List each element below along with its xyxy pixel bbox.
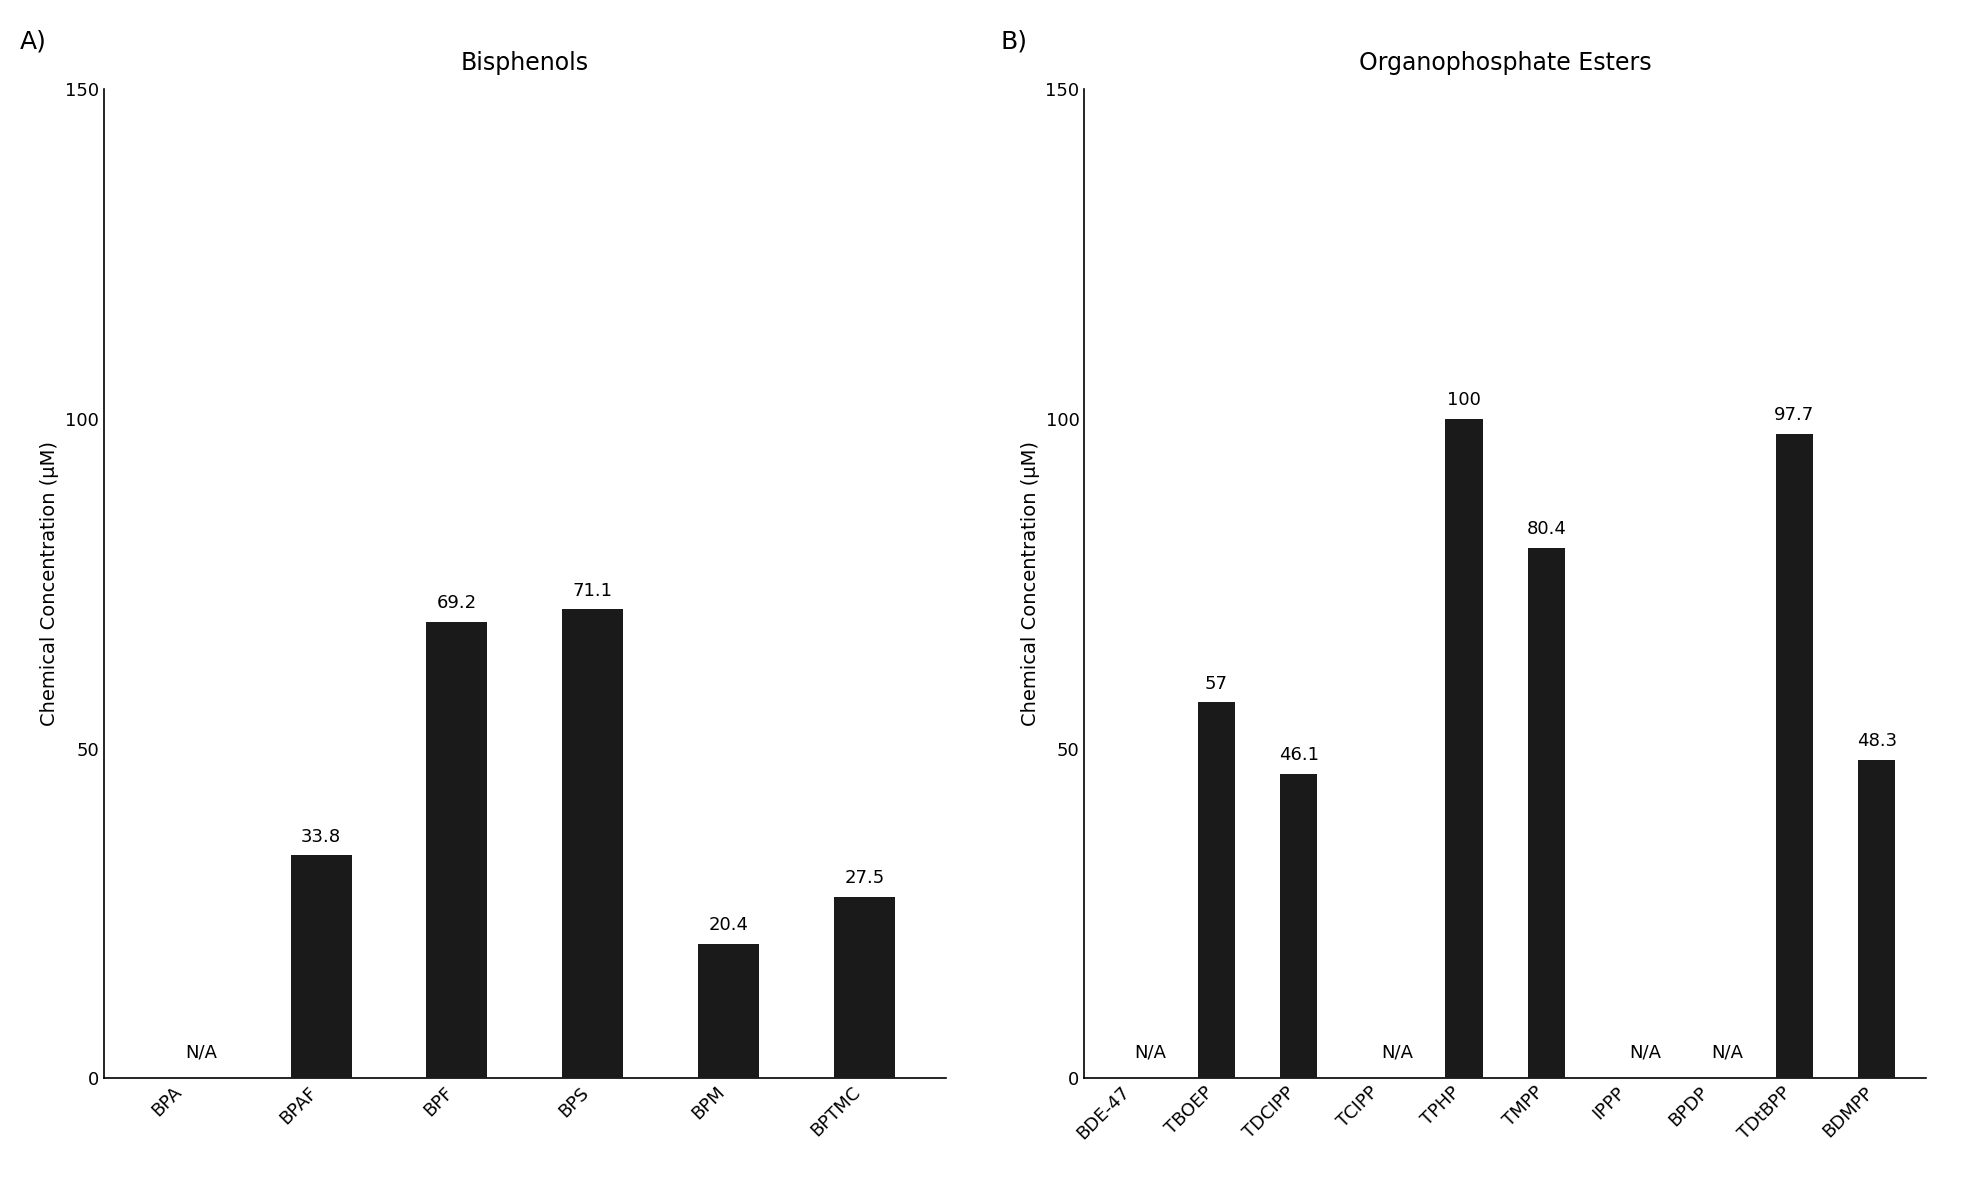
Text: 100: 100 <box>1447 391 1481 409</box>
Y-axis label: Chemical Concentration (μM): Chemical Concentration (μM) <box>1022 442 1039 727</box>
Bar <box>1528 548 1565 1078</box>
Bar <box>1281 774 1318 1078</box>
Text: 57: 57 <box>1204 675 1228 693</box>
Bar <box>1198 702 1235 1078</box>
Text: A): A) <box>20 29 47 54</box>
Text: 20.4: 20.4 <box>708 916 749 934</box>
Text: 69.2: 69.2 <box>437 594 477 613</box>
Text: 46.1: 46.1 <box>1279 747 1320 765</box>
Text: N/A: N/A <box>1381 1044 1414 1061</box>
Text: 33.8: 33.8 <box>302 828 341 846</box>
Text: B): B) <box>1000 29 1028 54</box>
Text: N/A: N/A <box>1133 1044 1167 1061</box>
Bar <box>1859 760 1896 1078</box>
Text: 97.7: 97.7 <box>1775 406 1814 424</box>
Bar <box>290 855 351 1078</box>
Text: 27.5: 27.5 <box>843 869 884 887</box>
Bar <box>1775 434 1812 1078</box>
Text: 71.1: 71.1 <box>573 582 612 600</box>
Bar <box>563 609 624 1078</box>
Title: Organophosphate Esters: Organophosphate Esters <box>1359 51 1651 74</box>
Text: N/A: N/A <box>1712 1044 1743 1061</box>
Bar <box>1445 419 1483 1078</box>
Text: N/A: N/A <box>1630 1044 1661 1061</box>
Text: 48.3: 48.3 <box>1857 732 1896 750</box>
Bar <box>833 896 894 1078</box>
Text: N/A: N/A <box>184 1044 218 1061</box>
Y-axis label: Chemical Concentration (μM): Chemical Concentration (μM) <box>41 442 59 727</box>
Bar <box>698 944 759 1078</box>
Bar <box>426 622 488 1078</box>
Text: 80.4: 80.4 <box>1526 521 1567 538</box>
Title: Bisphenols: Bisphenols <box>461 51 588 74</box>
